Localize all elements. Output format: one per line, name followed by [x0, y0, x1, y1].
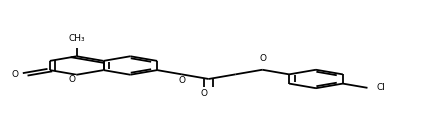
- Text: O: O: [178, 76, 185, 85]
- Text: O: O: [201, 89, 208, 98]
- Text: Cl: Cl: [376, 83, 385, 92]
- Text: O: O: [12, 70, 19, 79]
- Text: CH₃: CH₃: [68, 34, 85, 43]
- Text: O: O: [69, 75, 76, 84]
- Text: O: O: [259, 54, 266, 63]
